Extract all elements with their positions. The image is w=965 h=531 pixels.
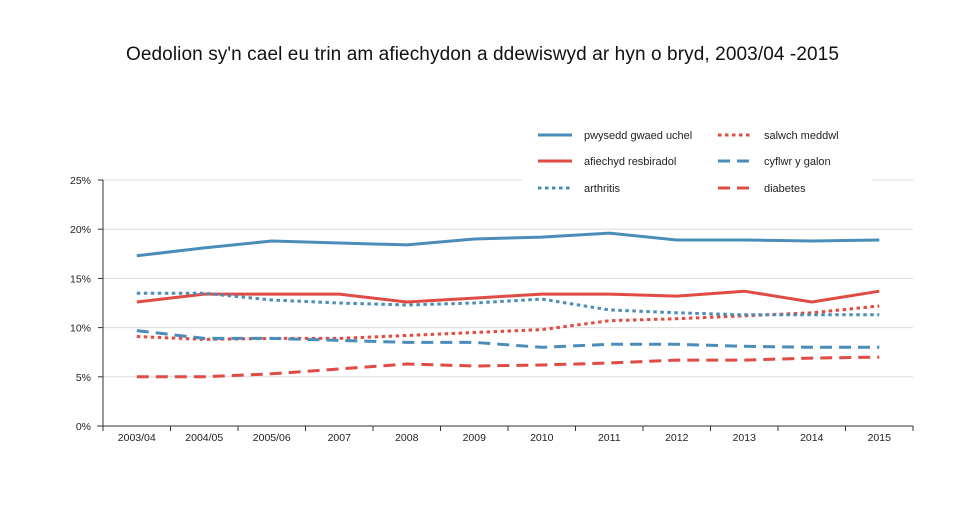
series-line-cyflwr-y-galon — [136, 329, 880, 349]
x-tick-label: 2009 — [463, 432, 487, 444]
legend-label: diabetes — [764, 183, 806, 195]
y-tick-label: 10% — [70, 323, 91, 335]
y-tick-label: 15% — [70, 273, 91, 285]
x-tick-label: 2013 — [733, 432, 757, 444]
chart-title: Oedolion sy'n cael eu trin am afiechydon… — [125, 44, 840, 65]
series-line-diabetes — [136, 355, 880, 379]
x-tick-label: 2007 — [328, 432, 352, 444]
series-line-afiechyd-resbiradol — [136, 289, 880, 304]
x-tick-label: 2004/05 — [185, 432, 223, 444]
series-line-arthritis — [136, 291, 880, 317]
legend-label: salwch meddwl — [764, 130, 839, 142]
y-tick-label: 0% — [76, 421, 91, 433]
legend-label: afiechyd resbiradol — [584, 156, 676, 168]
series-line-salwch-meddwl — [136, 304, 880, 341]
x-tick-label: 2008 — [395, 432, 419, 444]
legend: pwysedd gwaed uchel salwch meddwl afiechyd… — [538, 130, 839, 195]
x-tick-label: 2012 — [665, 432, 689, 444]
y-tick-label: 20% — [70, 224, 91, 236]
series-lines — [136, 231, 880, 379]
x-tick-label: 2015 — [868, 432, 892, 444]
axes: 0% 5% 10% 15% 20% 25% 2003/04 2004/05 2005/06 200… — [70, 175, 914, 444]
y-tick-label: 5% — [76, 372, 91, 384]
x-tick-label: 2010 — [530, 432, 554, 444]
x-tick-label: 2011 — [598, 432, 621, 444]
y-tick-label: 25% — [70, 175, 91, 187]
x-tick-label: 2003/04 — [118, 432, 156, 444]
x-tick-label: 2014 — [800, 432, 824, 444]
legend-label: arthritis — [584, 183, 621, 195]
series-line-pwysedd-gwaed-uchel — [136, 231, 880, 258]
legend-label: cyflwr y galon — [764, 156, 831, 168]
legend-label: pwysedd gwaed uchel — [584, 130, 692, 142]
x-tick-label: 2005/06 — [253, 432, 291, 444]
legend-box — [522, 122, 872, 202]
legend-background — [522, 122, 872, 202]
